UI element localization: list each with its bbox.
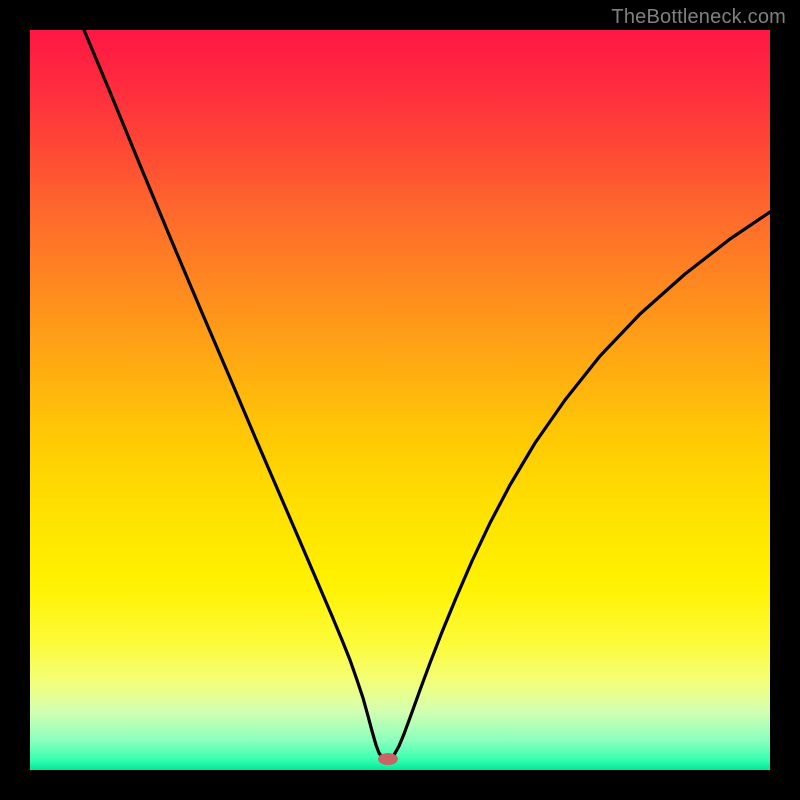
- plot-area: [30, 30, 770, 770]
- minimum-marker: [378, 753, 398, 765]
- bottleneck-curve: [30, 30, 770, 770]
- watermark-text: TheBottleneck.com: [611, 6, 786, 29]
